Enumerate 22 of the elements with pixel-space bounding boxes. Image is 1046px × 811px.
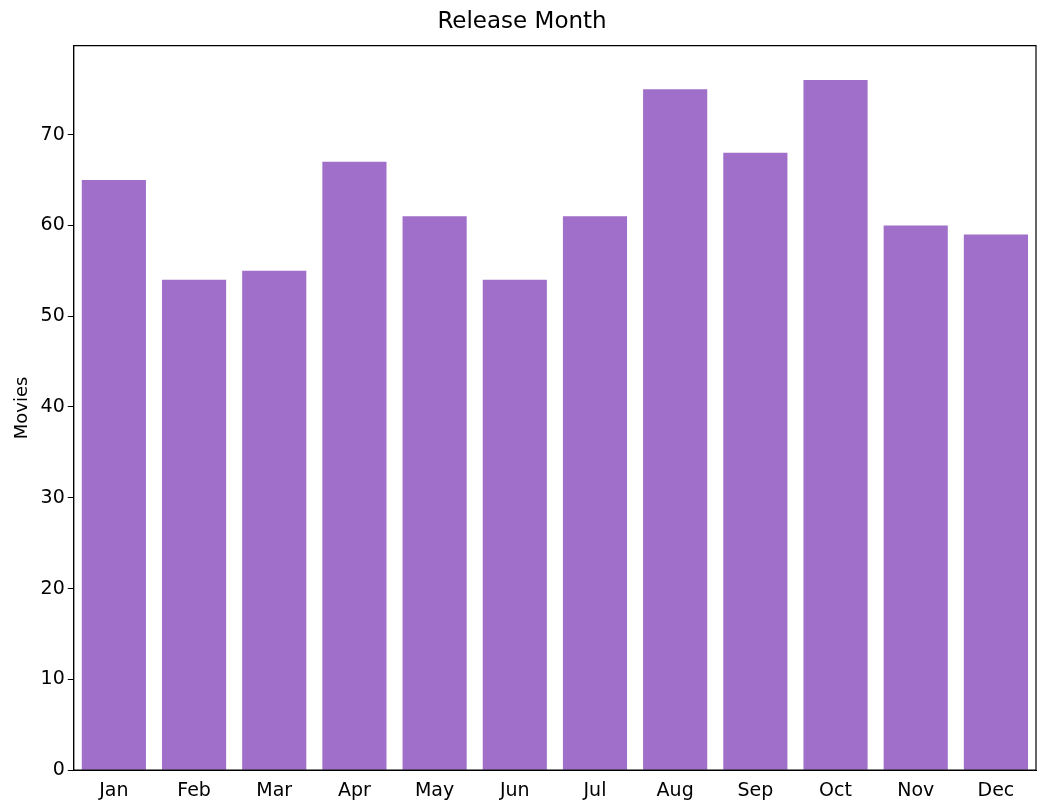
x-tick-label: Feb (177, 777, 211, 800)
y-axis-title: Movies (10, 376, 32, 440)
x-tick-label: Jul (582, 777, 607, 800)
x-tick-label: Jun (498, 777, 530, 800)
x-tick-label: Aug (656, 777, 694, 800)
y-tick-label: 70 (40, 121, 65, 144)
y-tick-label: 20 (40, 575, 65, 598)
x-tick-label: Apr (337, 777, 372, 800)
y-tick-label: 0 (52, 757, 65, 780)
x-tick-label: Sep (737, 777, 774, 800)
x-tick-label: Dec (977, 777, 1015, 800)
x-tick-label: May (414, 777, 455, 800)
chart-title: Release Month (437, 6, 607, 33)
y-tick-label: 30 (40, 484, 65, 507)
x-tick-label: Oct (819, 777, 852, 800)
y-tick-label: 50 (40, 303, 65, 326)
x-tick-label: Mar (256, 777, 293, 800)
x-tick-label: Jan (98, 777, 129, 800)
y-tick-label: 60 (40, 212, 65, 235)
y-tick-label: 40 (40, 393, 65, 416)
x-tick-label: Nov (897, 777, 935, 800)
y-tick-label: 10 (40, 666, 65, 689)
